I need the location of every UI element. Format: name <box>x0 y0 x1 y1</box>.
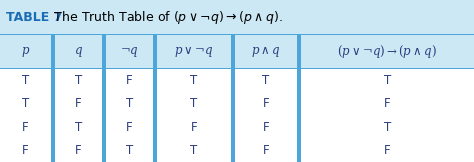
Text: T: T <box>262 74 270 87</box>
Text: T: T <box>384 121 391 134</box>
Bar <box>235 35 297 68</box>
Bar <box>0 0 474 34</box>
Bar <box>235 92 297 116</box>
Text: F: F <box>22 144 29 157</box>
Bar <box>106 139 153 162</box>
Text: T: T <box>22 97 29 110</box>
Text: $\neg q$: $\neg q$ <box>120 45 139 58</box>
Text: T: T <box>190 74 198 87</box>
Text: F: F <box>75 144 82 157</box>
Bar <box>106 35 153 68</box>
Text: $p \vee \neg q$: $p \vee \neg q$ <box>174 44 214 59</box>
Text: T: T <box>75 121 82 134</box>
Bar <box>235 69 297 92</box>
Text: T: T <box>190 144 198 157</box>
Bar <box>106 92 153 116</box>
Text: $q$: $q$ <box>74 45 83 58</box>
Text: F: F <box>126 74 133 87</box>
Text: $p$: $p$ <box>21 45 30 58</box>
Text: F: F <box>384 97 391 110</box>
Text: T: T <box>75 74 82 87</box>
Bar <box>55 92 102 116</box>
Text: F: F <box>384 144 391 157</box>
Bar <box>0 35 51 68</box>
Bar <box>55 116 102 139</box>
Bar <box>301 35 474 68</box>
Bar <box>0 92 51 116</box>
Bar <box>235 116 297 139</box>
Text: F: F <box>263 121 269 134</box>
Text: F: F <box>75 97 82 110</box>
Text: T: T <box>126 97 133 110</box>
Bar <box>157 139 231 162</box>
Text: $(p \vee \neg q) \rightarrow (p \wedge q)$: $(p \vee \neg q) \rightarrow (p \wedge q… <box>337 43 438 60</box>
Bar <box>106 69 153 92</box>
Bar <box>157 35 231 68</box>
Text: The Truth Table of $(p \vee \neg q) \rightarrow (p \wedge q)$.: The Truth Table of $(p \vee \neg q) \rig… <box>50 9 283 25</box>
Text: T: T <box>190 97 198 110</box>
Bar <box>0 69 51 92</box>
Text: T: T <box>384 74 391 87</box>
Text: T: T <box>22 74 29 87</box>
Bar <box>301 92 474 116</box>
Bar <box>55 139 102 162</box>
Bar <box>301 69 474 92</box>
Text: $p \wedge q$: $p \wedge q$ <box>251 44 281 59</box>
Text: F: F <box>22 121 29 134</box>
Bar <box>301 139 474 162</box>
Bar <box>157 69 231 92</box>
Bar <box>0 116 51 139</box>
Bar <box>235 139 297 162</box>
Bar <box>55 35 102 68</box>
Bar <box>55 69 102 92</box>
Text: F: F <box>263 97 269 110</box>
Text: TABLE 7: TABLE 7 <box>6 11 62 23</box>
Bar <box>106 116 153 139</box>
Bar <box>0 139 51 162</box>
Text: T: T <box>126 144 133 157</box>
Text: F: F <box>263 144 269 157</box>
Bar <box>301 116 474 139</box>
Bar <box>157 116 231 139</box>
Text: F: F <box>191 121 197 134</box>
Text: F: F <box>126 121 133 134</box>
Bar <box>157 92 231 116</box>
